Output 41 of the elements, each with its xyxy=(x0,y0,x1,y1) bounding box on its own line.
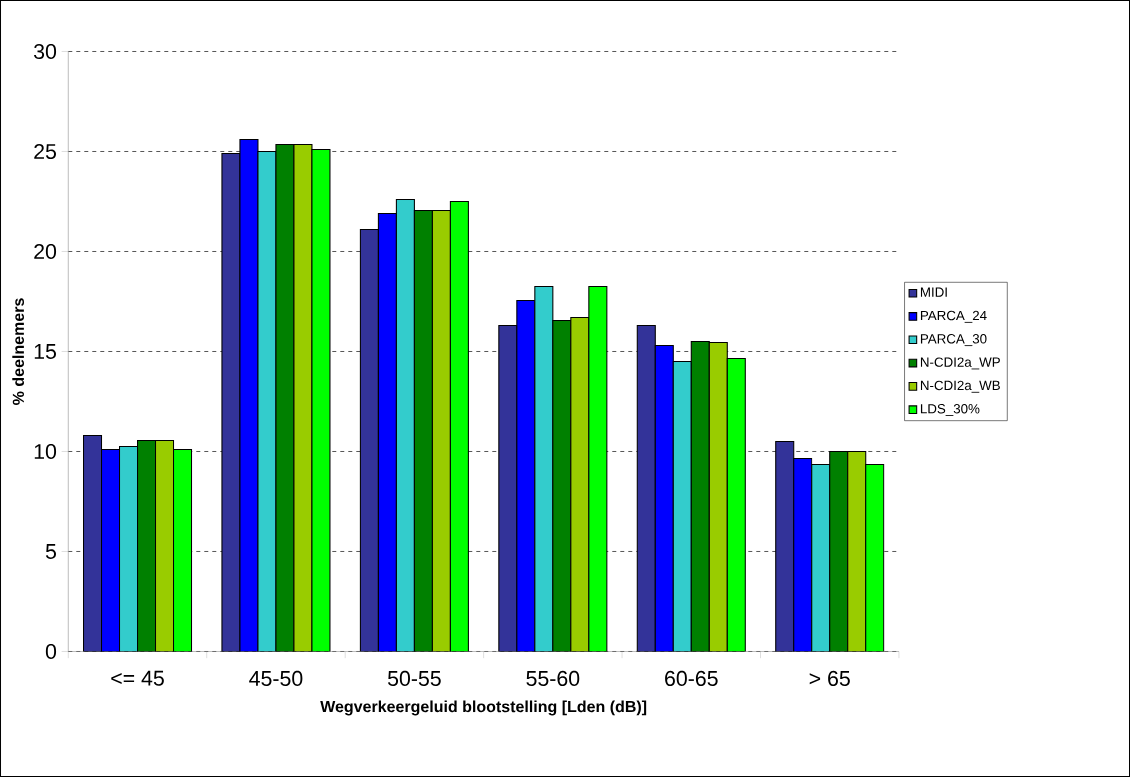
bar xyxy=(395,198,415,652)
y-tick-label: 30 xyxy=(34,43,57,60)
bar xyxy=(82,434,103,652)
x-tick-label: > 65 xyxy=(809,670,850,686)
bar xyxy=(672,360,692,652)
x-tick-label: 55-60 xyxy=(526,670,580,686)
y-tick-label: 5 xyxy=(45,544,56,559)
y-tick-label: 0 xyxy=(45,643,57,660)
y-axis-title: % deelnemers xyxy=(12,298,25,405)
y-tick-label: 10 xyxy=(34,443,57,460)
bar xyxy=(377,212,397,652)
legend-label: MIDI xyxy=(920,287,947,297)
x-tick-label: 45-50 xyxy=(249,670,303,686)
x-tick-label: 50-55 xyxy=(387,670,441,686)
legend-label: N-CDI2a_WP xyxy=(920,357,1000,370)
legend-label: LDS_30% xyxy=(920,404,980,416)
legend-label: PARCA_24 xyxy=(920,310,987,323)
bar xyxy=(118,445,139,652)
bar xyxy=(708,341,728,652)
bar xyxy=(654,344,674,652)
bar xyxy=(811,463,831,652)
bar xyxy=(359,228,379,652)
legend-label: N-CDI2a_WB xyxy=(920,380,1000,393)
bar xyxy=(516,299,536,652)
x-tick-label: 60-65 xyxy=(665,670,718,686)
bar xyxy=(775,440,795,652)
x-axis-title: Wegverkeergeluid blootstelling [Lden (dB)] xyxy=(320,700,647,716)
bar xyxy=(534,285,554,652)
bar xyxy=(431,209,451,652)
y-tick-label: 25 xyxy=(34,143,56,160)
bar xyxy=(847,450,867,652)
y-tick-label: 15 xyxy=(34,344,56,359)
bar xyxy=(793,457,813,652)
bar xyxy=(636,324,656,652)
x-tick-label: <= 45 xyxy=(111,670,164,686)
y-tick-label: 20 xyxy=(34,243,57,260)
bar xyxy=(100,448,121,652)
legend-label: PARCA_30 xyxy=(920,334,987,347)
bar xyxy=(154,439,175,652)
bar xyxy=(498,324,518,652)
bar xyxy=(570,316,590,652)
